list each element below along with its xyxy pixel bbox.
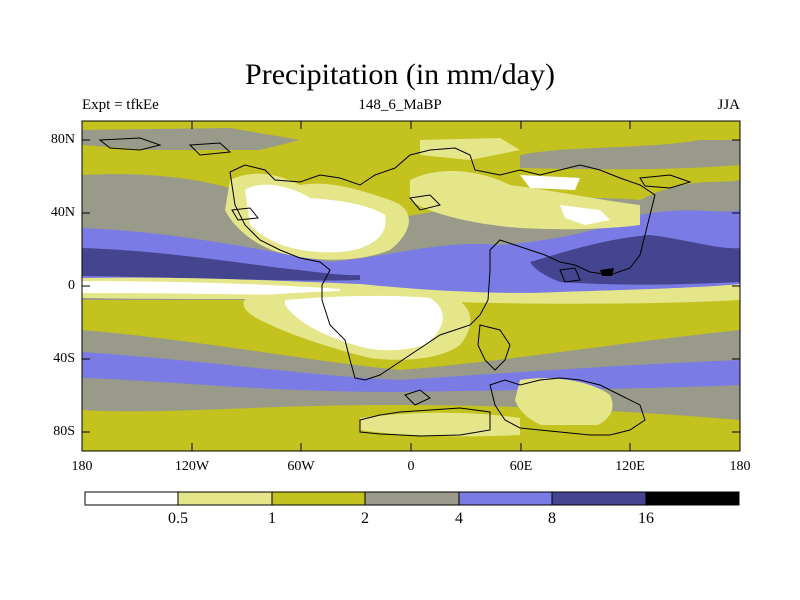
colorbar-label: 0.5 [168,510,188,527]
colorbar-bin-5 [459,492,552,505]
continent-outlines [98,137,692,437]
x-tick-label: 0 [407,459,415,474]
season-label: JJA [717,97,740,113]
colorbar-bin-6 [552,492,646,505]
y-tick-label: 80S [53,424,75,439]
colorbar-label: 8 [548,510,556,527]
colorbar-label: 2 [361,510,369,527]
colorbar-bin-2 [178,492,272,505]
colorbar [84,491,740,506]
y-tick-label: 40N [50,205,75,220]
colorbar-label: 4 [455,510,463,527]
colorbar-label: 16 [638,510,654,527]
colorbar-bin-1 [85,492,178,505]
experiment-label: Expt = tfkEe [82,97,159,113]
map-title: Precipitation (in mm/day) [245,58,555,91]
colorbar-bin-7 [646,492,739,505]
x-tick-label: 120W [174,459,210,474]
x-tick-label: 60W [287,459,315,474]
period-label: 148_6_MaBP [358,97,442,113]
y-tick-label: 80N [50,132,75,147]
x-tick-label: 180 [729,459,751,474]
colorbar-bin-3 [272,492,365,505]
colorbar-label: 1 [268,510,276,527]
x-ticks [191,121,631,451]
x-tick-label: 60E [509,459,533,474]
y-tick-label: 0 [68,278,75,293]
x-tick-label: 180 [71,459,93,474]
y-tick-label: 40S [53,351,75,366]
x-tick-label: 120E [615,459,645,474]
y-ticks [82,139,740,433]
colorbar-bin-4 [365,492,459,505]
